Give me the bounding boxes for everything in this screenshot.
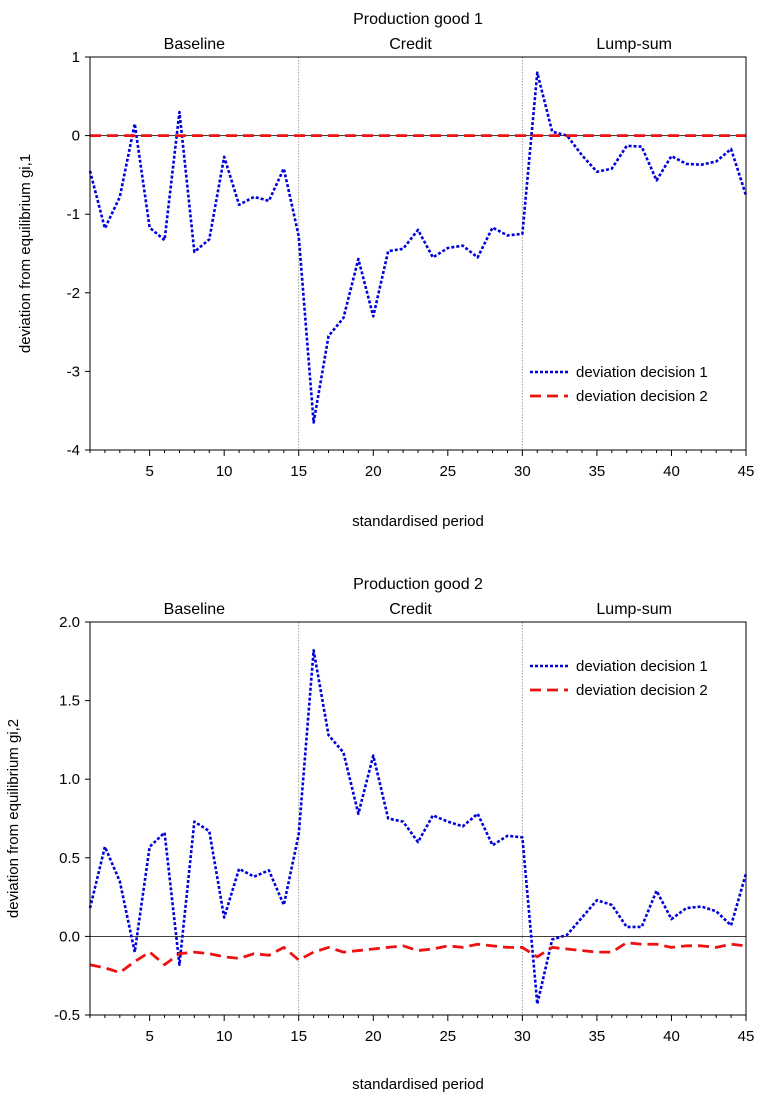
x-axis-label: standardised period [352, 513, 484, 530]
section-label-lump-sum: Lump-sum [596, 601, 672, 618]
y-axis-label: deviation from equilibrium gi,2 [5, 719, 22, 918]
x-axis-label: standardised period [352, 1076, 484, 1093]
chart-panel-1: Production good 1 Baseline Credit Lump-sum -… [17, 11, 754, 530]
x-tick-label: 10 [216, 463, 233, 480]
x-tick-label: 15 [290, 1028, 307, 1045]
x-tick-label: 45 [738, 463, 755, 480]
y-tick-label: 1.0 [59, 771, 80, 788]
x-tick-label: 15 [290, 463, 307, 480]
legend-label-2: deviation decision 2 [576, 682, 708, 699]
chart-title: Production good 1 [353, 11, 483, 28]
legend-label-2: deviation decision 2 [576, 388, 708, 405]
section-label-baseline: Baseline [164, 601, 225, 618]
chart-title: Production good 2 [353, 576, 483, 593]
series-line-1 [88, 648, 748, 1006]
x-tick-label: 5 [145, 1028, 153, 1045]
legend: deviation decision 1 deviation decision 2 [530, 658, 708, 699]
section-label-credit: Credit [389, 601, 432, 618]
x-tick-label: 20 [365, 463, 382, 480]
x-tick-label: 30 [514, 1028, 531, 1045]
y-tick-label: 0 [72, 128, 80, 145]
y-tick-label: 2.0 [59, 614, 80, 631]
x-tick-label: 45 [738, 1028, 755, 1045]
y-tick-label: 1 [72, 49, 80, 66]
y-tick-label: -4 [67, 442, 80, 459]
y-axis-label: deviation from equilibrium gi,1 [17, 154, 34, 353]
x-tick-label: 20 [365, 1028, 382, 1045]
y-tick-label: -0.5 [54, 1007, 80, 1024]
chart-panel-2: Production good 2 Baseline Credit Lump-sum -… [5, 576, 754, 1093]
legend: deviation decision 1 deviation decision 2 [530, 364, 708, 405]
series-line-1 [88, 71, 748, 424]
y-tick-label: -3 [67, 363, 80, 380]
section-label-baseline: Baseline [164, 36, 225, 53]
series-line-2 [89, 941, 747, 974]
y-tick-label: -1 [67, 206, 80, 223]
section-label-lump-sum: Lump-sum [596, 36, 672, 53]
legend-label-1: deviation decision 1 [576, 364, 708, 381]
x-tick-label: 40 [663, 1028, 680, 1045]
legend-label-1: deviation decision 1 [576, 658, 708, 675]
x-tick-label: 25 [439, 463, 456, 480]
y-tick-label: 1.5 [59, 693, 80, 710]
x-tick-label: 10 [216, 1028, 233, 1045]
y-tick-label: 0.5 [59, 850, 80, 867]
x-tick-label: 35 [589, 1028, 606, 1045]
y-tick-label: 0.0 [59, 928, 80, 945]
x-tick-label: 30 [514, 463, 531, 480]
x-tick-label: 5 [145, 463, 153, 480]
x-tick-label: 25 [439, 1028, 456, 1045]
section-label-credit: Credit [389, 36, 432, 53]
plot-frame [89, 621, 747, 1016]
x-tick-label: 40 [663, 463, 680, 480]
x-tick-label: 35 [589, 463, 606, 480]
y-tick-label: -2 [67, 285, 80, 302]
